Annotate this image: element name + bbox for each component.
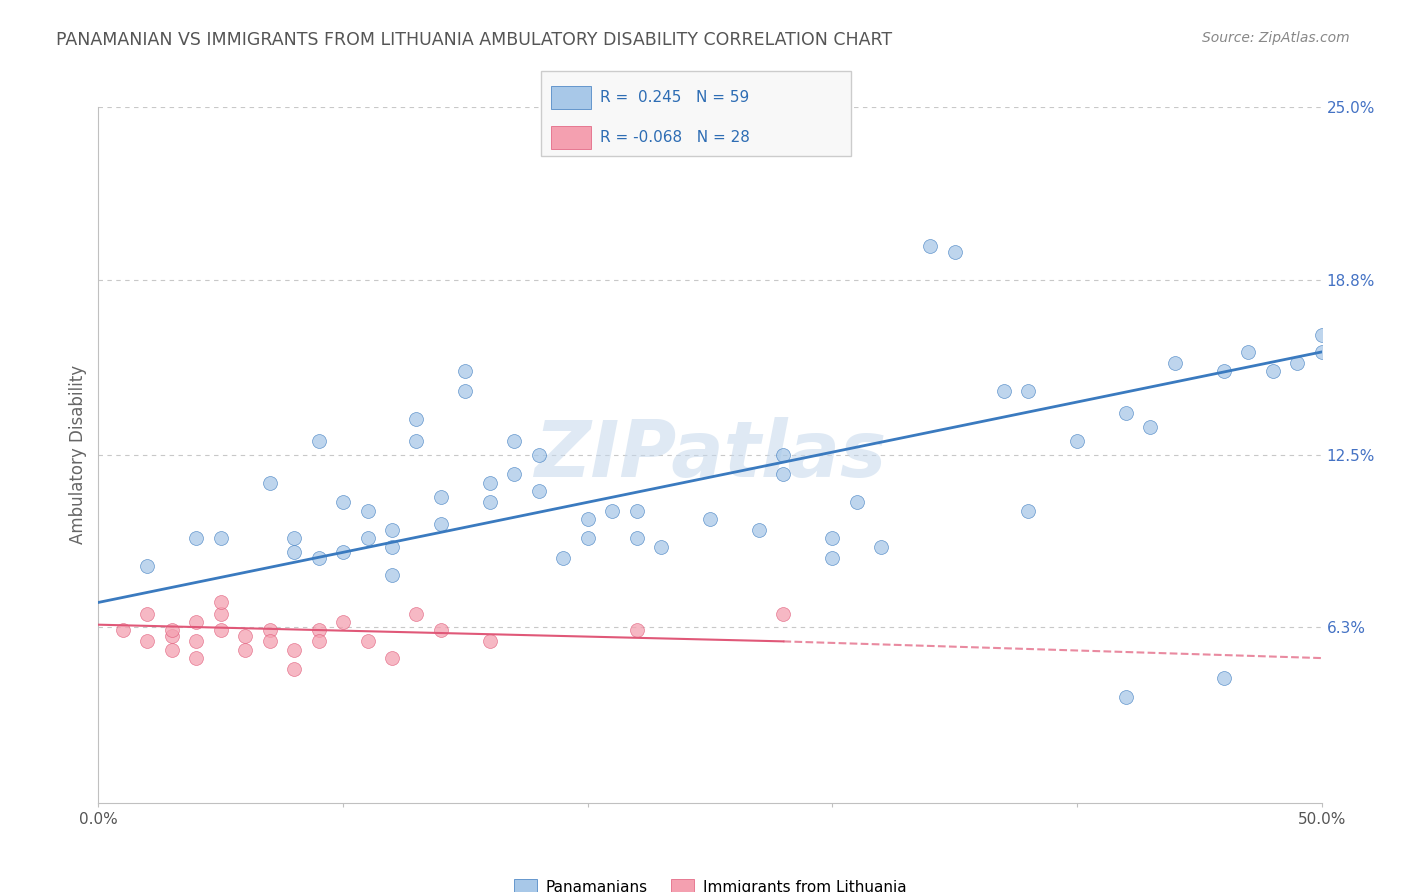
Point (209, 607, 232, 621)
Point (870, 540, 893, 554)
Point (772, 448, 794, 462)
Point (381, 567, 404, 582)
Point (308, 434, 330, 448)
Point (699, 512, 721, 526)
Point (356, 503, 378, 517)
Text: ZIPatlas: ZIPatlas (534, 417, 886, 493)
Point (356, 532, 378, 546)
Point (430, 517, 453, 532)
Point (186, 532, 208, 546)
Point (626, 532, 648, 546)
Text: R =  0.245   N = 59: R = 0.245 N = 59 (600, 90, 749, 105)
Point (454, 364, 477, 378)
Point (136, 634, 159, 648)
Point (454, 384, 477, 398)
Point (405, 411, 427, 425)
Point (478, 475, 501, 490)
Point (1310, 328, 1333, 343)
Point (748, 523, 770, 537)
Point (576, 512, 599, 526)
Point (136, 559, 159, 574)
Point (576, 532, 599, 546)
Point (160, 642, 183, 657)
Point (259, 475, 281, 490)
Point (332, 495, 354, 509)
Point (233, 642, 256, 657)
Point (405, 434, 427, 448)
Point (527, 448, 550, 462)
Point (772, 467, 794, 482)
Point (136, 607, 159, 621)
Point (405, 607, 427, 621)
Point (308, 550, 330, 565)
Point (1066, 434, 1088, 448)
Point (209, 595, 232, 609)
Point (1237, 345, 1260, 359)
Text: Source: ZipAtlas.com: Source: ZipAtlas.com (1202, 31, 1350, 45)
Point (233, 629, 256, 643)
Point (943, 244, 966, 259)
Point (1261, 364, 1284, 378)
Point (209, 532, 232, 546)
Point (308, 634, 330, 648)
Point (1115, 690, 1137, 704)
Text: R = -0.068   N = 28: R = -0.068 N = 28 (600, 130, 749, 145)
Point (845, 495, 868, 509)
Point (186, 634, 208, 648)
Point (1139, 420, 1161, 434)
Point (993, 384, 1015, 398)
Point (600, 503, 623, 517)
Point (1115, 406, 1137, 420)
Point (478, 634, 501, 648)
Point (259, 634, 281, 648)
Text: PANAMANIAN VS IMMIGRANTS FROM LITHUANIA AMBULATORY DISABILITY CORRELATION CHART: PANAMANIAN VS IMMIGRANTS FROM LITHUANIA … (56, 31, 893, 49)
Point (186, 651, 208, 665)
Point (821, 532, 844, 546)
Point (283, 545, 305, 559)
Point (160, 629, 183, 643)
Point (160, 624, 183, 638)
Point (1017, 384, 1039, 398)
Point (186, 615, 208, 629)
Point (553, 550, 575, 565)
FancyBboxPatch shape (551, 86, 591, 110)
Point (1164, 356, 1187, 370)
FancyBboxPatch shape (551, 126, 591, 149)
Point (283, 662, 305, 676)
Point (1017, 503, 1039, 517)
Point (503, 467, 526, 482)
FancyBboxPatch shape (541, 71, 851, 156)
Point (527, 484, 550, 499)
Point (332, 545, 354, 559)
Point (381, 523, 404, 537)
Point (650, 540, 672, 554)
Point (283, 642, 305, 657)
Point (259, 624, 281, 638)
Point (626, 503, 648, 517)
Point (1286, 356, 1309, 370)
Point (1310, 345, 1333, 359)
Point (332, 615, 354, 629)
Point (209, 624, 232, 638)
Point (1212, 671, 1234, 685)
Point (381, 651, 404, 665)
Legend: Panamanians, Immigrants from Lithuania: Panamanians, Immigrants from Lithuania (508, 873, 912, 892)
Point (821, 550, 844, 565)
Point (478, 495, 501, 509)
Point (111, 624, 134, 638)
Point (308, 624, 330, 638)
Point (626, 624, 648, 638)
Point (381, 540, 404, 554)
Point (430, 624, 453, 638)
Point (503, 434, 526, 448)
Y-axis label: Ambulatory Disability: Ambulatory Disability (69, 366, 87, 544)
Point (772, 607, 794, 621)
Point (283, 532, 305, 546)
Point (1212, 364, 1234, 378)
Point (920, 239, 942, 253)
Point (430, 490, 453, 504)
Point (356, 634, 378, 648)
